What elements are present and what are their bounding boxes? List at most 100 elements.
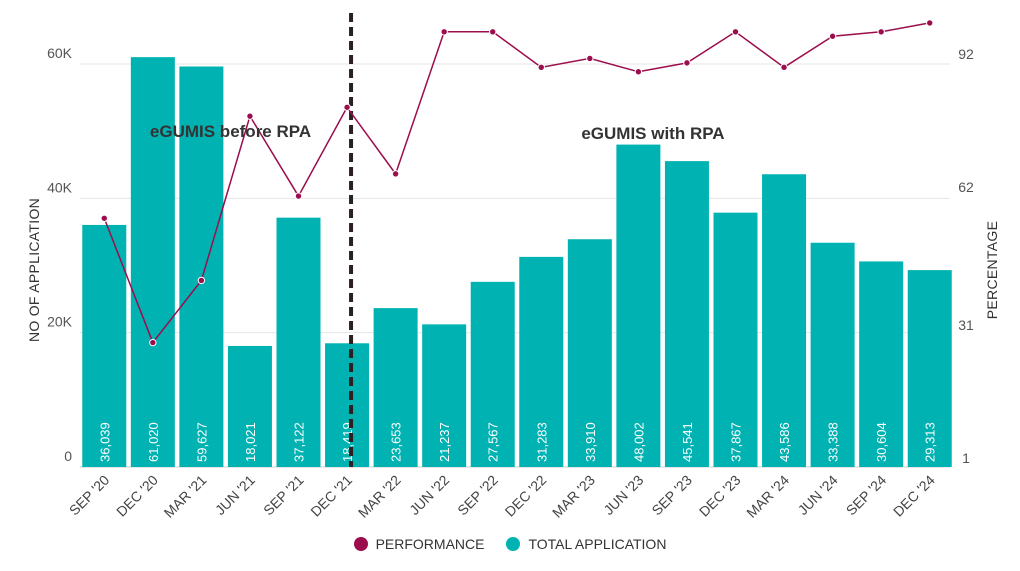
annotations: eGUMIS before RPA eGUMIS with RPA [150,122,725,143]
performance-polyline [103,22,930,345]
bar-value-label: 27,567 [486,422,501,462]
performance-point[interactable] [100,214,108,222]
x-category-label: JUN '23 [600,472,646,518]
bar[interactable] [567,239,612,467]
performance-point[interactable] [246,112,254,120]
bar[interactable] [762,174,807,467]
x-category-label: JUN '22 [406,472,452,518]
performance-point[interactable] [780,63,788,72]
performance-point[interactable] [391,170,400,178]
bar-value-label: 48,002 [631,422,646,462]
right-axis-ticks: 1 31 62 92 [958,46,974,466]
bar-value-label: 37,867 [729,422,744,462]
bar[interactable] [422,324,467,467]
performance-point[interactable] [926,19,934,27]
left-tick-label: 40K [47,179,73,195]
left-tick-label: 0 [64,448,72,464]
performance-point[interactable] [489,28,497,36]
legend-label-performance: PERFORMANCE [375,536,485,552]
x-category-label: SEP '21 [260,472,307,519]
x-category-label: DEC '22 [502,472,550,520]
bar-value-label: 18,021 [243,422,258,462]
right-tick-label: 1 [962,450,970,466]
bar[interactable] [179,66,224,468]
performance-point[interactable] [877,28,885,36]
bar[interactable] [713,212,758,467]
x-category-label: MAR '24 [743,472,792,521]
bar-value-label: 33,910 [583,422,598,462]
annotation-label: eGUMIS before RPA [150,122,311,141]
x-axis-categories: SEP '20 DEC '20 MAR '21 JUN '21 SEP '21 DEC '… [66,472,938,521]
bar-value-label: 59,627 [194,422,209,462]
right-axis-title: PERCENTAGE [984,221,1000,319]
bar[interactable] [227,345,272,467]
right-tick-label: 31 [958,317,974,333]
performance-point[interactable] [440,28,448,36]
legend-item-total-application[interactable]: TOTAL APPLICATION [506,536,666,552]
bar[interactable] [907,270,952,467]
performance-point[interactable] [294,192,303,200]
x-category-label: SEP '23 [648,472,695,519]
bar[interactable] [519,256,564,467]
x-category-label: DEC '20 [113,472,161,520]
bar-value-label: 43,586 [777,422,792,462]
bar[interactable] [859,261,904,467]
performance-point[interactable] [634,68,643,76]
performance-point[interactable] [683,59,691,67]
left-axis-ticks: 0 20K 40K 60K [47,45,73,464]
x-category-label: SEP '24 [843,472,890,519]
right-tick-label: 62 [958,179,974,195]
bar[interactable] [82,224,127,467]
left-tick-label: 60K [47,45,73,61]
x-category-label: MAR '22 [355,472,404,521]
bar-value-label: 21,237 [437,422,452,462]
legend-label-total-application: TOTAL APPLICATION [528,536,667,552]
bar-value-label: 33,388 [826,422,841,462]
x-category-label: MAR '21 [161,472,210,521]
bar[interactable] [130,57,175,468]
bar-value-label: 18,419 [340,422,355,462]
x-category-label: JUN '24 [795,472,841,518]
x-category-label: SEP '20 [66,472,113,519]
bar[interactable] [373,308,418,467]
left-axis-title: NO OF APPLICATION [26,198,42,342]
bar-value-label: 23,653 [389,422,404,462]
bar-value-label: 37,122 [292,422,307,462]
performance-point[interactable] [149,338,157,347]
x-category-label: JUN '21 [212,472,258,518]
bar-value-label: 29,313 [923,422,938,462]
bar[interactable] [276,217,321,467]
bar[interactable] [810,242,855,467]
performance-point[interactable] [197,276,206,285]
annotation-label: eGUMIS with RPA [581,124,724,143]
legend-dot-performance [353,537,368,551]
bar-value-labels: 36,039 61,020 59,627 18,021 37,122 18,419 23,6… [97,422,937,462]
bar-value-label: 30,604 [874,422,889,462]
performance-point[interactable] [828,32,837,40]
x-category-label: DEC '21 [307,472,355,520]
bar[interactable] [616,144,661,468]
x-category-label: DEC '23 [696,472,744,520]
performance-point[interactable] [731,28,740,36]
bar-value-label: 36,039 [97,422,112,462]
bar-value-label: 61,020 [146,422,161,462]
bar[interactable] [325,343,370,467]
performance-line [100,19,934,347]
right-tick-label: 92 [958,46,974,62]
performance-point[interactable] [537,63,545,72]
legend: PERFORMANCE TOTAL APPLICATION [0,536,1020,552]
x-category-label: DEC '24 [890,472,938,520]
bar-value-label: 31,283 [534,422,549,462]
legend-dot-total-application [506,537,521,551]
x-category-label: MAR '23 [549,472,598,521]
bar-value-label: 45,541 [680,422,695,462]
bar[interactable] [664,161,709,468]
performance-point[interactable] [343,103,351,111]
bar[interactable] [470,281,515,467]
x-category-label: SEP '22 [454,472,501,519]
left-tick-label: 20K [47,314,73,330]
legend-item-performance[interactable]: PERFORMANCE [353,536,485,552]
bar-series [82,57,952,468]
performance-point[interactable] [586,54,594,63]
